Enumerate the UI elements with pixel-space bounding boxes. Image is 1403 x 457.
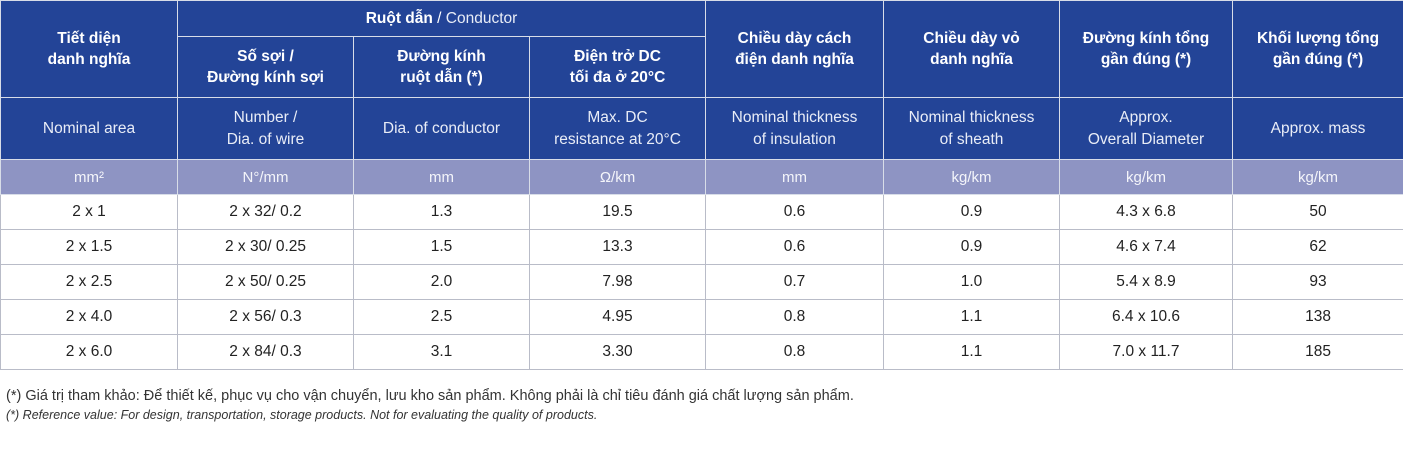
- unit-area: mm²: [0, 159, 178, 195]
- table-row: 2 x 1.5 2 x 30/ 0.25 1.5 13.3 0.6 0.9 4.…: [0, 229, 1403, 265]
- cell-mass: 93: [1232, 264, 1403, 300]
- cell-sheath: 0.9: [883, 229, 1061, 265]
- header-diameter-en: Approx. Overall Diameter: [1059, 97, 1234, 160]
- cell-wire: 2 x 32/ 0.2: [177, 194, 354, 230]
- header-wire-en: Number / Dia. of wire: [177, 97, 354, 160]
- table-row: 2 x 4.0 2 x 56/ 0.3 2.5 4.95 0.8 1.1 6.4…: [0, 299, 1403, 335]
- cell-diameter: 7.0 x 11.7: [1059, 334, 1234, 370]
- cell-area: 2 x 2.5: [0, 264, 178, 300]
- cell-mass: 62: [1232, 229, 1403, 265]
- cell-wire: 2 x 30/ 0.25: [177, 229, 354, 265]
- cell-resistance: 13.3: [528, 229, 707, 265]
- cell-wire: 2 x 50/ 0.25: [177, 264, 354, 300]
- cell-sheath: 1.0: [883, 264, 1061, 300]
- footnotes: (*) Giá trị tham khảo: Để thiết kế, phục…: [6, 386, 854, 424]
- header-insulation-en: Nominal thickness of insulation: [705, 97, 885, 160]
- footnote-en: (*) Reference value: For design, transpo…: [6, 408, 598, 422]
- header-mass-vi: Khối lượng tổng gần đúng (*): [1232, 0, 1403, 98]
- header-dia-vi: Đường kính ruột dẫn (*): [353, 36, 530, 98]
- table-row: 2 x 6.0 2 x 84/ 0.3 3.1 3.30 0.8 1.1 7.0…: [0, 334, 1403, 370]
- header-area-vi: Tiết diện danh nghĩa: [0, 0, 178, 98]
- cable-spec-table: Tiết diện danh nghĩa Ruột dẫn / Conductor…: [0, 0, 1403, 370]
- cell-insulation: 0.6: [705, 194, 885, 230]
- cell-sheath: 1.1: [883, 299, 1061, 335]
- spec-table-container: Tiết diện danh nghĩa Ruột dẫn / Conductor…: [0, 0, 1403, 370]
- header-wire-vi: Số sợi / Đường kính sợi: [177, 36, 354, 98]
- cell-insulation: 0.8: [705, 334, 885, 370]
- header-diameter-vi: Đường kính tổng gần đúng (*): [1059, 0, 1234, 98]
- header-conductor-group: Ruột dẫn / Conductor: [176, 0, 707, 37]
- cell-wire: 2 x 56/ 0.3: [177, 299, 354, 335]
- unit-resistance: Ω/km: [528, 159, 707, 195]
- cell-resistance: 4.95: [528, 299, 707, 335]
- cell-resistance: 7.98: [528, 264, 707, 300]
- header-dia-en: Dia. of conductor: [353, 97, 530, 160]
- cell-sheath: 1.1: [883, 334, 1061, 370]
- unit-dia: mm: [353, 159, 530, 195]
- cell-dia: 2.5: [353, 299, 530, 335]
- cell-dia: 1.5: [353, 229, 530, 265]
- cell-diameter: 6.4 x 10.6: [1059, 299, 1234, 335]
- cell-diameter: 4.3 x 6.8: [1059, 194, 1234, 230]
- cell-dia: 2.0: [353, 264, 530, 300]
- table-row: 2 x 1 2 x 32/ 0.2 1.3 19.5 0.6 0.9 4.3 x…: [0, 194, 1403, 230]
- cell-dia: 3.1: [353, 334, 530, 370]
- cell-area: 2 x 4.0: [0, 299, 178, 335]
- unit-mass: kg/km: [1232, 159, 1403, 195]
- unit-diameter: kg/km: [1059, 159, 1234, 195]
- cell-mass: 138: [1232, 299, 1403, 335]
- cell-dia: 1.3: [353, 194, 530, 230]
- cell-mass: 185: [1232, 334, 1403, 370]
- cell-diameter: 4.6 x 7.4: [1059, 229, 1234, 265]
- cell-insulation: 0.6: [705, 229, 885, 265]
- cell-area: 2 x 6.0: [0, 334, 178, 370]
- footnote-vi: (*) Giá trị tham khảo: Để thiết kế, phục…: [6, 388, 854, 404]
- header-insulation-vi: Chiều dày cách điện danh nghĩa: [705, 0, 885, 98]
- header-area-en: Nominal area: [0, 97, 178, 160]
- cell-diameter: 5.4 x 8.9: [1059, 264, 1234, 300]
- unit-insulation: mm: [705, 159, 885, 195]
- cell-resistance: 3.30: [528, 334, 707, 370]
- unit-wire: N°/mm: [177, 159, 354, 195]
- header-resistance-en: Max. DC resistance at 20°C: [528, 97, 707, 160]
- cell-sheath: 0.9: [883, 194, 1061, 230]
- cell-area: 2 x 1: [0, 194, 178, 230]
- cell-mass: 50: [1232, 194, 1403, 230]
- cell-insulation: 0.8: [705, 299, 885, 335]
- header-resistance-vi: Điện trở DC tối đa ở 20°C: [528, 36, 707, 98]
- header-sheath-vi: Chiều dày vỏ danh nghĩa: [883, 0, 1061, 98]
- cell-insulation: 0.7: [705, 264, 885, 300]
- cell-area: 2 x 1.5: [0, 229, 178, 265]
- header-sheath-en: Nominal thickness of sheath: [883, 97, 1061, 160]
- unit-sheath: kg/km: [883, 159, 1061, 195]
- cell-wire: 2 x 84/ 0.3: [177, 334, 354, 370]
- header-mass-en: Approx. mass: [1232, 97, 1403, 160]
- cell-resistance: 19.5: [528, 194, 707, 230]
- table-row: 2 x 2.5 2 x 50/ 0.25 2.0 7.98 0.7 1.0 5.…: [0, 264, 1403, 300]
